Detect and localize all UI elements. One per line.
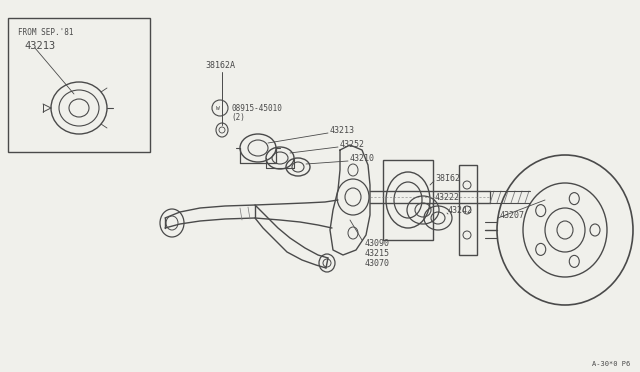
Text: 43215: 43215 [365, 248, 390, 257]
Bar [383, 160, 433, 240]
Text: 43242: 43242 [448, 205, 473, 215]
Text: 43207: 43207 [500, 211, 525, 219]
Text: 08915-45010: 08915-45010 [231, 103, 282, 112]
Text: 43252: 43252 [340, 140, 365, 148]
Text: 38I62: 38I62 [435, 173, 460, 183]
Text: 43070: 43070 [365, 259, 390, 267]
Bar [459, 165, 477, 255]
Text: (2): (2) [231, 112, 245, 122]
Text: 43090: 43090 [365, 238, 390, 247]
Text: 43213: 43213 [24, 41, 55, 51]
Bar [8, 18, 150, 152]
Text: 43222: 43222 [435, 192, 460, 202]
Text: FROM SEP.'81: FROM SEP.'81 [18, 28, 74, 36]
Text: W: W [216, 106, 220, 110]
Text: 38162A: 38162A [205, 61, 235, 70]
Text: 43210: 43210 [350, 154, 375, 163]
Text: A-30*0 P6: A-30*0 P6 [592, 361, 630, 367]
Text: 43213: 43213 [330, 125, 355, 135]
